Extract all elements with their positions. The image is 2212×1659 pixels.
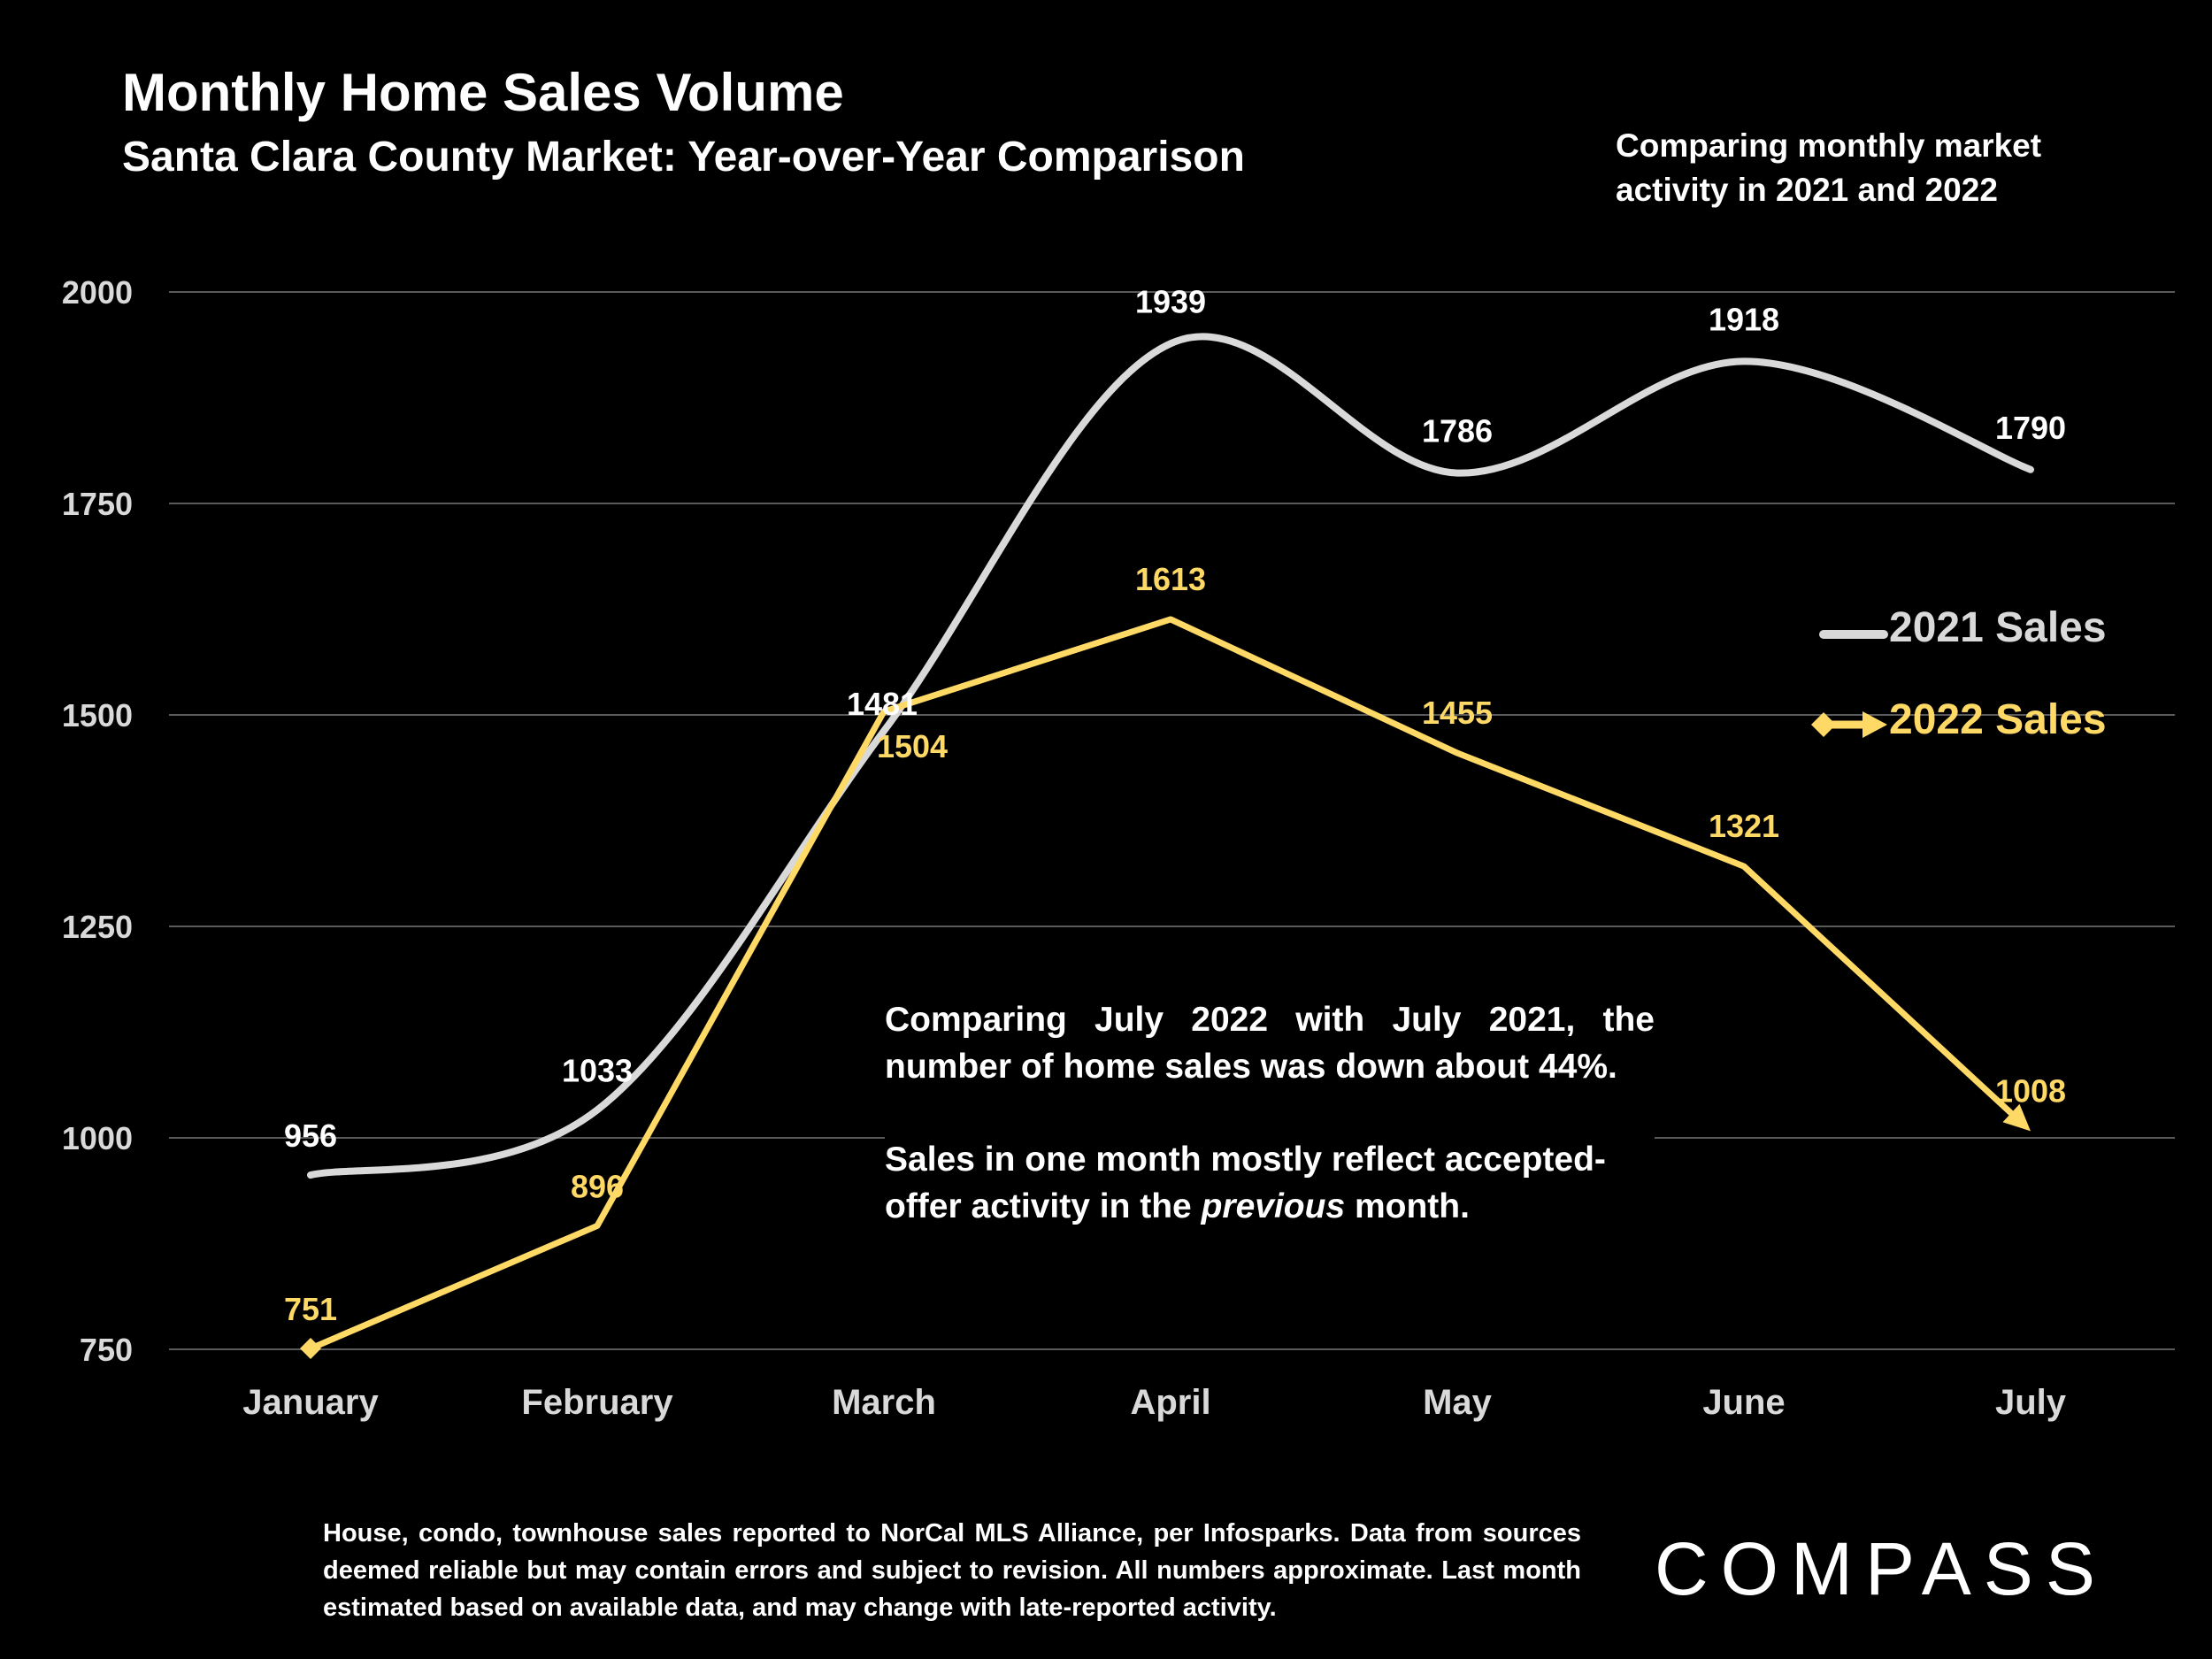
note-line-1: Comparing monthly market xyxy=(1616,127,2042,164)
data-label-2022: 751 xyxy=(284,1291,337,1327)
series-end-arrow-2022 xyxy=(2002,1103,2031,1132)
y-tick-label: 750 xyxy=(80,1332,133,1368)
data-label-2022: 1504 xyxy=(877,728,948,764)
y-tick-label: 1500 xyxy=(62,697,133,733)
y-tick-label: 2000 xyxy=(62,274,133,311)
data-label-2021: 1939 xyxy=(1135,283,1206,319)
y-tick-label: 1250 xyxy=(62,909,133,945)
annotation-text: Sales in one month mostly reflect accept… xyxy=(885,1141,1606,1225)
legend-arrow-icon xyxy=(1811,711,1887,739)
x-tick-label: April xyxy=(1130,1383,1210,1422)
x-tick-label: February xyxy=(521,1383,673,1422)
x-tick-label: May xyxy=(1423,1383,1493,1422)
y-tick-label: 1000 xyxy=(62,1120,133,1156)
data-label-2021: 1790 xyxy=(1995,410,2066,446)
legend-label-2022: 2022 Sales xyxy=(1889,696,2107,743)
data-label-2021: 1918 xyxy=(1709,301,1779,337)
chart-title: Monthly Home Sales Volume xyxy=(122,63,844,122)
x-tick-label: March xyxy=(832,1383,936,1422)
data-label-2022: 1008 xyxy=(1995,1072,2066,1109)
annotation-paragraph-1: Comparing July 2022 with July 2021, the … xyxy=(885,1001,1655,1086)
series-line-2022 xyxy=(309,616,2022,1352)
x-tick-label: July xyxy=(1995,1383,2067,1422)
data-label-2021: 1033 xyxy=(562,1052,633,1088)
data-label-2022: 896 xyxy=(571,1168,624,1204)
chart-note: Comparing monthly market activity in 202… xyxy=(1616,124,2041,212)
series-start-marker-2022 xyxy=(300,1338,321,1360)
legend-item-2021: 2021 Sales xyxy=(1818,603,2107,652)
footnote: House, condo, townhouse sales reported t… xyxy=(323,1519,1581,1622)
chart-subtitle: Santa Clara County Market: Year-over-Yea… xyxy=(122,134,1245,180)
compass-logo: COMPASS xyxy=(1655,1527,2108,1610)
data-label-2021: 1481 xyxy=(847,686,918,722)
data-label-2021: 1786 xyxy=(1422,413,1493,449)
annotation-box: Comparing July 2022 with July 2021, the … xyxy=(885,991,1655,1235)
legend-line-icon xyxy=(1819,630,1888,640)
data-label-2022: 1455 xyxy=(1422,695,1493,731)
annotation-text-end: month. xyxy=(1345,1187,1470,1225)
note-line-2: activity in 2021 and 2022 xyxy=(1616,172,1998,208)
annotation-paragraph-2: Sales in one month mostly reflect accept… xyxy=(885,1136,1655,1230)
legend-label-2021: 2021 Sales xyxy=(1889,604,2107,651)
legend-item-2022: 2022 Sales xyxy=(1809,695,2107,744)
series-line-2021 xyxy=(307,333,2034,1179)
x-tick-label: January xyxy=(242,1383,379,1422)
data-label-2021: 956 xyxy=(284,1118,337,1154)
annotation-emphasis: previous xyxy=(1201,1187,1346,1225)
data-label-2022: 1321 xyxy=(1709,808,1779,844)
data-label-2022: 1613 xyxy=(1135,561,1206,597)
y-tick-label: 1750 xyxy=(62,486,133,522)
x-tick-label: June xyxy=(1702,1383,1785,1422)
